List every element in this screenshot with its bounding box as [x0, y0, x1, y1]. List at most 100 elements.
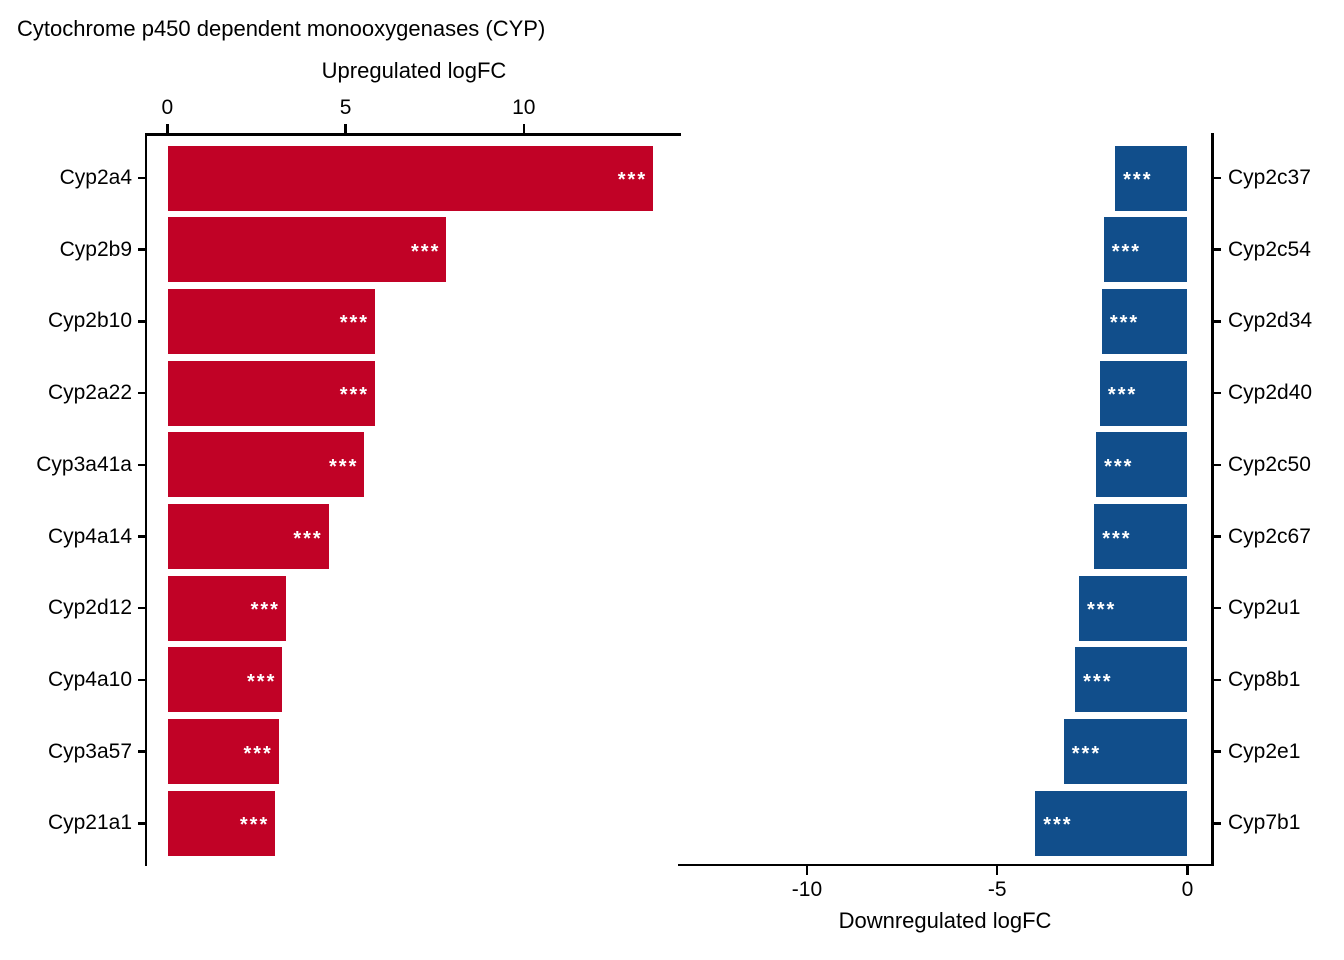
bar-Cyp2b10: *** [168, 288, 376, 354]
x-axis-line [144, 133, 681, 136]
bar-Cyp3a41a: *** [168, 432, 365, 498]
bar-Cyp2a22: *** [168, 360, 376, 426]
gene-label-Cyp2a22: Cyp2a22 [47, 381, 132, 405]
bar-Cyp2a4: *** [168, 145, 654, 211]
gene-label-Cyp2d40: Cyp2d40 [1228, 381, 1313, 405]
gene-label-Cyp3a57: Cyp3a57 [47, 739, 132, 763]
gene-axis-tick [137, 391, 145, 395]
y-axis-line [1211, 133, 1214, 866]
x-axis-tick [166, 124, 169, 133]
significance-stars: *** [617, 169, 648, 191]
gene-axis-tick [137, 320, 145, 323]
bar-Cyp2d12: *** [168, 575, 286, 641]
x-axis-tick-label: -5 [987, 878, 1007, 901]
significance-stars: *** [339, 312, 370, 335]
gene-axis-tick [1213, 176, 1221, 180]
x-axis-tick-label: 0 [1181, 878, 1194, 901]
gene-label-Cyp2e1: Cyp2e1 [1228, 739, 1301, 763]
x-axis-tick-label: -10 [791, 878, 823, 901]
gene-label-Cyp7b1: Cyp7b1 [1228, 811, 1301, 835]
significance-stars: *** [239, 814, 270, 837]
x-axis-tick-label: 5 [339, 96, 352, 119]
bar-Cyp4a10: *** [168, 647, 283, 713]
significance-stars: *** [1109, 312, 1140, 335]
downregulated-axis-title: Downregulated logFC [838, 908, 1052, 933]
gene-label-Cyp2d34: Cyp2d34 [1228, 309, 1313, 333]
gene-axis-tick [137, 535, 145, 538]
gene-label-Cyp3a41a: Cyp3a41a [36, 452, 132, 476]
gene-label-Cyp4a10: Cyp4a10 [47, 667, 132, 691]
significance-stars: *** [1107, 384, 1138, 407]
gene-axis-tick [137, 822, 145, 825]
bar-Cyp3a57: *** [168, 719, 279, 785]
gene-label-Cyp2b10: Cyp2b10 [47, 309, 132, 333]
bar-Cyp2c67: *** [1094, 504, 1188, 569]
gene-axis-tick [1213, 606, 1221, 610]
x-axis-tick [995, 866, 999, 875]
x-axis-tick [805, 866, 809, 875]
gene-axis-tick [1213, 320, 1221, 323]
y-axis-line [144, 133, 147, 866]
gene-axis-tick [1213, 750, 1221, 753]
significance-stars: *** [1086, 599, 1117, 622]
x-axis-tick-label: 0 [161, 96, 174, 119]
x-axis-line [678, 863, 1214, 866]
significance-stars: *** [1111, 240, 1142, 263]
gene-label-Cyp21a1: Cyp21a1 [47, 811, 132, 835]
gene-label-Cyp2b9: Cyp2b9 [59, 237, 132, 261]
gene-axis-tick [1213, 391, 1221, 395]
gene-label-Cyp2a4: Cyp2a4 [59, 166, 132, 189]
significance-stars: *** [411, 240, 441, 263]
significance-stars: *** [1083, 670, 1113, 693]
bar-Cyp7b1: *** [1035, 790, 1188, 856]
upregulated-axis-title: Upregulated logFC [321, 58, 507, 83]
gene-axis-tick [137, 248, 145, 251]
significance-stars: *** [1123, 169, 1153, 191]
significance-stars: *** [1071, 742, 1102, 765]
bar-Cyp2d40: *** [1099, 360, 1188, 426]
gene-label-Cyp2u1: Cyp2u1 [1228, 596, 1301, 620]
significance-stars: *** [339, 384, 370, 407]
bar-Cyp8b1: *** [1075, 647, 1188, 713]
x-axis-tick [344, 124, 347, 133]
bar-Cyp2e1: *** [1063, 719, 1188, 785]
gene-label-Cyp2c67: Cyp2c67 [1228, 524, 1311, 548]
gene-label-Cyp4a14: Cyp4a14 [47, 524, 132, 548]
gene-axis-tick [137, 176, 145, 180]
gene-axis-tick [1213, 248, 1221, 251]
x-axis-tick-label: 10 [512, 96, 536, 119]
bar-Cyp2u1: *** [1078, 575, 1188, 641]
gene-axis-tick [137, 463, 145, 467]
significance-stars: *** [247, 670, 277, 693]
bar-Cyp2c54: *** [1103, 217, 1188, 283]
significance-stars: *** [329, 455, 359, 478]
gene-axis-tick [1213, 822, 1221, 825]
bar-Cyp2b9: *** [168, 217, 447, 283]
figure-title: Cytochrome p450 dependent monooxygenases… [17, 16, 546, 41]
bar-Cyp2c50: *** [1096, 432, 1188, 498]
gene-label-Cyp8b1: Cyp8b1 [1228, 667, 1301, 691]
gene-label-Cyp2c37: Cyp2c37 [1228, 166, 1311, 189]
gene-axis-tick [1213, 678, 1221, 682]
gene-label-Cyp2c54: Cyp2c54 [1228, 237, 1311, 261]
bar-Cyp2c37: *** [1115, 145, 1188, 211]
bar-Cyp21a1: *** [168, 790, 276, 856]
gene-label-Cyp2d12: Cyp2d12 [47, 596, 132, 620]
significance-stars: *** [293, 527, 323, 550]
x-axis-tick [1186, 866, 1189, 875]
bar-Cyp2d34: *** [1101, 288, 1188, 354]
x-axis-tick [522, 124, 526, 133]
gene-axis-tick [1213, 535, 1221, 538]
significance-stars: *** [250, 599, 280, 622]
gene-axis-tick [1213, 463, 1221, 467]
gene-label-Cyp2c50: Cyp2c50 [1228, 452, 1311, 476]
significance-stars: *** [1102, 527, 1132, 550]
gene-axis-tick [137, 606, 145, 610]
bar-Cyp4a14: *** [168, 504, 329, 569]
significance-stars: *** [1104, 455, 1134, 478]
significance-stars: *** [243, 742, 273, 765]
gene-axis-tick [137, 750, 145, 753]
significance-stars: *** [1043, 814, 1073, 837]
gene-axis-tick [137, 678, 145, 682]
